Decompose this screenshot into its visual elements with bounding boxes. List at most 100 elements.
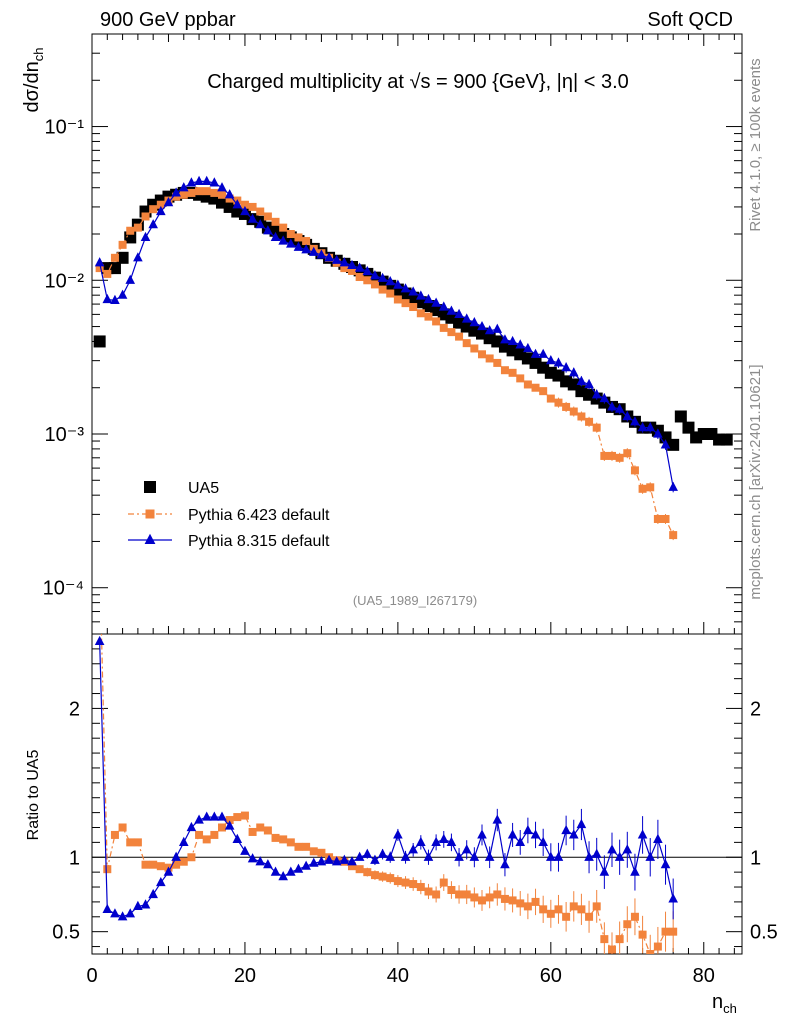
data-point-2 <box>530 348 541 358</box>
ratio-point-0 <box>669 927 678 936</box>
data-point-1 <box>401 299 410 308</box>
ratio-point-0 <box>256 823 265 832</box>
ratio-point-0 <box>554 905 563 914</box>
data-point-2 <box>178 182 189 192</box>
data-point-2 <box>446 305 457 315</box>
data-point-1 <box>478 350 486 359</box>
data-point-2 <box>423 293 434 304</box>
ratio-point-1 <box>362 848 373 858</box>
data-point-2 <box>645 422 656 432</box>
ratio-point-0 <box>516 899 525 908</box>
data-point-1 <box>240 200 249 209</box>
data-point-2 <box>102 293 113 304</box>
data-point-2 <box>576 375 587 385</box>
ratio-point-1 <box>301 860 311 870</box>
data-point-1 <box>202 187 211 196</box>
main-y-tick-label: 10⁻³ <box>45 424 85 446</box>
data-point-1 <box>608 451 616 460</box>
legend-marker <box>145 509 155 519</box>
ratio-point-0 <box>363 868 372 877</box>
ratio-point-1 <box>591 848 602 858</box>
ratio-point-1 <box>224 820 235 830</box>
ratio-point-1 <box>645 851 656 861</box>
ratio-point-1 <box>240 845 250 855</box>
data-point-2 <box>133 252 143 262</box>
data-point-0 <box>667 438 680 451</box>
ratio-point-1 <box>186 821 197 832</box>
ratio-point-0 <box>577 905 586 914</box>
ratio-series-group <box>94 634 678 954</box>
ratio-point-1 <box>507 829 518 839</box>
data-point-1 <box>172 192 181 201</box>
data-point-0 <box>93 335 106 348</box>
data-point-1 <box>653 514 662 523</box>
data-point-1 <box>592 423 601 432</box>
ratio-point-1 <box>354 851 365 861</box>
ratio-point-1 <box>438 833 449 843</box>
data-point-2 <box>431 297 441 307</box>
ratio-point-1 <box>94 635 105 646</box>
data-point-1 <box>447 328 456 337</box>
ratio-point-0 <box>462 890 471 899</box>
data-point-1 <box>470 344 479 353</box>
data-point-1 <box>432 317 441 326</box>
ratio-y-axis-label: Ratio to UA5 <box>25 750 42 841</box>
data-point-1 <box>516 374 525 383</box>
data-point-2 <box>293 241 304 251</box>
data-point-2 <box>209 177 220 187</box>
ratio-point-1 <box>171 851 181 861</box>
data-point-2 <box>324 252 334 262</box>
main-y-tick-label: 10⁻⁴ <box>43 578 84 600</box>
data-point-2 <box>171 187 181 197</box>
data-point-1 <box>455 332 464 341</box>
ratio-point-1 <box>110 908 120 918</box>
ratio-point-0 <box>539 905 548 914</box>
ratio-point-0 <box>416 883 425 892</box>
data-point-1 <box>577 412 586 421</box>
ratio-point-1 <box>408 844 418 854</box>
data-point-1 <box>623 449 632 458</box>
ratio-point-0 <box>110 830 119 839</box>
data-point-2 <box>385 276 396 286</box>
ratio-point-1 <box>446 836 457 846</box>
data-point-2 <box>584 378 594 389</box>
data-point-1 <box>118 240 127 249</box>
data-point-1 <box>279 223 288 232</box>
ratio-point-1 <box>194 814 204 824</box>
data-point-1 <box>363 276 372 285</box>
data-point-1 <box>355 273 364 282</box>
data-point-2 <box>148 219 158 229</box>
ratio-point-0 <box>424 887 433 896</box>
ratio-point-0 <box>172 860 181 869</box>
data-point-1 <box>585 417 594 426</box>
ratio-point-0 <box>546 909 555 918</box>
legend-label: Pythia 8.315 default <box>188 533 330 550</box>
data-point-2 <box>339 257 350 267</box>
data-point-1 <box>348 266 356 275</box>
data-point-0 <box>116 251 129 264</box>
data-point-2 <box>416 290 426 300</box>
data-point-1 <box>156 200 165 209</box>
ratio-point-1 <box>477 829 487 839</box>
data-point-2 <box>484 325 495 335</box>
data-point-1 <box>669 531 678 540</box>
ratio-point-1 <box>385 851 396 861</box>
data-point-2 <box>354 262 365 272</box>
data-point-1 <box>462 339 471 348</box>
data-point-1 <box>508 368 517 377</box>
ratio-point-1 <box>308 857 319 867</box>
data-point-0 <box>682 421 695 434</box>
data-point-2 <box>194 175 204 185</box>
ratio-point-1 <box>668 893 678 903</box>
header-right: Soft QCD <box>647 9 733 31</box>
ratio-point-0 <box>126 838 135 847</box>
ratio-point-1 <box>530 829 541 839</box>
ratio-point-1 <box>163 866 174 876</box>
ratio-point-0 <box>202 835 211 844</box>
data-point-1 <box>141 212 150 221</box>
data-point-1 <box>95 264 104 273</box>
ratio-point-1 <box>576 818 587 829</box>
ratio-point-0 <box>294 842 303 851</box>
ratio-point-1 <box>561 824 571 835</box>
data-point-2 <box>255 219 266 229</box>
